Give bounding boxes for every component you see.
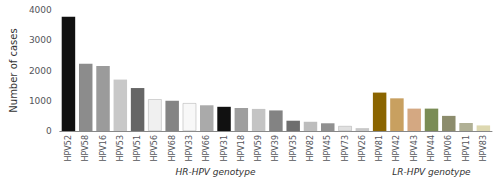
svg-text:HPV53: HPV53 xyxy=(116,135,125,162)
svg-text:HPV26: HPV26 xyxy=(358,135,367,162)
svg-text:HPV68: HPV68 xyxy=(168,135,177,162)
svg-text:HPV42: HPV42 xyxy=(392,135,401,162)
svg-text:HPV39: HPV39 xyxy=(271,135,280,162)
svg-text:HPV73: HPV73 xyxy=(341,135,350,162)
svg-text:HR-HPV genotype: HR-HPV genotype xyxy=(175,167,256,177)
svg-text:3000: 3000 xyxy=(29,35,52,45)
svg-text:HPV45: HPV45 xyxy=(323,135,332,162)
svg-text:HPV81: HPV81 xyxy=(375,135,384,162)
svg-text:HPV06: HPV06 xyxy=(444,135,453,162)
svg-text:LR-HPV genotype: LR-HPV genotype xyxy=(392,167,471,177)
svg-text:0: 0 xyxy=(46,126,52,136)
svg-text:HPV16: HPV16 xyxy=(99,135,108,162)
svg-text:HPV44: HPV44 xyxy=(427,135,436,162)
svg-text:HPV66: HPV66 xyxy=(202,135,211,162)
svg-text:4000: 4000 xyxy=(29,5,52,15)
svg-text:HPV33: HPV33 xyxy=(185,135,194,162)
svg-text:HPV35: HPV35 xyxy=(289,135,298,162)
svg-text:HPV11: HPV11 xyxy=(462,135,471,162)
svg-text:HPV82: HPV82 xyxy=(306,135,315,162)
svg-text:HPV58: HPV58 xyxy=(81,135,90,162)
svg-text:HPV52: HPV52 xyxy=(64,135,73,162)
svg-text:HPV31: HPV31 xyxy=(220,135,229,162)
svg-text:HPV83: HPV83 xyxy=(479,135,488,162)
svg-text:HPV18: HPV18 xyxy=(237,135,246,162)
svg-text:1000: 1000 xyxy=(29,96,52,106)
svg-text:HPV56: HPV56 xyxy=(150,135,159,162)
svg-text:HPV43: HPV43 xyxy=(410,135,419,162)
svg-text:Number of cases: Number of cases xyxy=(8,28,19,112)
svg-text:HPV51: HPV51 xyxy=(133,135,142,162)
svg-text:HPV59: HPV59 xyxy=(254,135,263,162)
svg-text:2000: 2000 xyxy=(29,66,52,76)
